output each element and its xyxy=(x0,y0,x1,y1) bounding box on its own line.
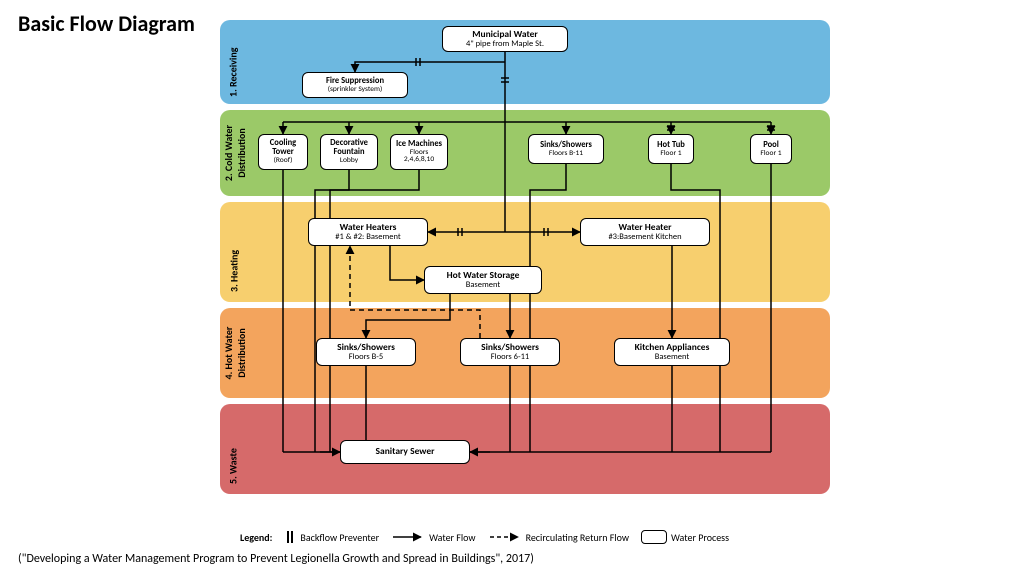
legend: Legend: Backflow Preventer Water Flow Re… xyxy=(240,530,729,544)
band-label-hot: 4. Hot Water Distribution xyxy=(222,310,248,396)
node-title: Cooling Tower xyxy=(263,139,303,157)
node-sewer: Sanitary Sewer xyxy=(340,440,470,464)
node-sub: Basement xyxy=(466,281,501,290)
legend-waterflow: Water Flow xyxy=(391,531,475,544)
band-label-heating: 3. Heating xyxy=(228,212,241,292)
band-waste: 5. Waste xyxy=(220,404,830,494)
legend-text: Backflow Preventer xyxy=(300,531,379,544)
legend-recirc: Recirculating Return Flow xyxy=(488,531,629,544)
flow-diagram: 1. Receiving 2. Cold Water Distribution … xyxy=(220,20,830,520)
node-sinks611: Sinks/Showers Floors 6-11 xyxy=(460,338,560,366)
node-sub: Floors B-11 xyxy=(549,150,583,158)
node-sub: Floors B-5 xyxy=(349,353,383,362)
legend-text: Water Flow xyxy=(429,531,475,544)
node-sinksB5: Sinks/Showers Floors B-5 xyxy=(316,338,416,366)
citation: ("Developing a Water Management Program … xyxy=(18,552,534,566)
node-sub: #3:Basement Kitchen xyxy=(608,233,681,242)
legend-backflow: Backflow Preventer xyxy=(284,530,379,544)
node-storage: Hot Water Storage Basement xyxy=(424,266,542,294)
node-sub: (sprinkler System) xyxy=(328,86,383,94)
node-ice: Ice Machines Floors 2,4,6,8,10 xyxy=(390,134,448,170)
node-sub: Lobby xyxy=(340,157,358,165)
node-cooling: Cooling Tower (Roof) xyxy=(258,134,308,170)
band-label-receiving: 1. Receiving xyxy=(227,27,240,97)
node-pool: Pool Floor 1 xyxy=(750,134,792,164)
node-sub: Basement xyxy=(655,353,690,362)
band-cold: 2. Cold Water Distribution xyxy=(220,110,830,196)
legend-box-icon xyxy=(641,530,667,544)
node-fountain: Decorative Fountain Lobby xyxy=(320,134,378,170)
node-sub: Floors 2,4,6,8,10 xyxy=(395,149,443,165)
node-heater3: Water Heater #3:Basement Kitchen xyxy=(580,218,710,246)
node-title: Decorative Fountain xyxy=(325,139,373,157)
node-sub: #1 & #2: Basement xyxy=(335,233,400,242)
band-label-waste: 5. Waste xyxy=(227,414,240,484)
legend-process: Water Process xyxy=(641,530,729,544)
node-sub: Floor 1 xyxy=(760,150,781,158)
node-hottub: Hot Tub Floor 1 xyxy=(648,134,694,164)
legend-text: Recirculating Return Flow xyxy=(526,531,629,544)
node-sub: Floor 1 xyxy=(660,150,681,158)
node-kitchen: Kitchen Appliances Basement xyxy=(614,338,730,366)
node-sub: (Roof) xyxy=(274,157,293,165)
node-sub: 4" pipe from Maple St. xyxy=(466,40,544,49)
node-title: Sanitary Sewer xyxy=(376,447,435,457)
node-fire: Fire Suppression (sprinkler System) xyxy=(302,72,408,98)
node-sub: Floors 6-11 xyxy=(491,353,529,362)
node-sinkscold: Sinks/Showers Floors B-11 xyxy=(528,134,604,164)
node-municipal: Municipal Water 4" pipe from Maple St. xyxy=(442,26,568,52)
page-title: Basic Flow Diagram xyxy=(18,12,195,36)
legend-text: Water Process xyxy=(671,531,729,544)
legend-label: Legend: xyxy=(240,531,272,544)
band-label-cold: 2. Cold Water Distribution xyxy=(222,110,248,196)
node-heaters12: Water Heaters #1 & #2: Basement xyxy=(308,218,428,246)
